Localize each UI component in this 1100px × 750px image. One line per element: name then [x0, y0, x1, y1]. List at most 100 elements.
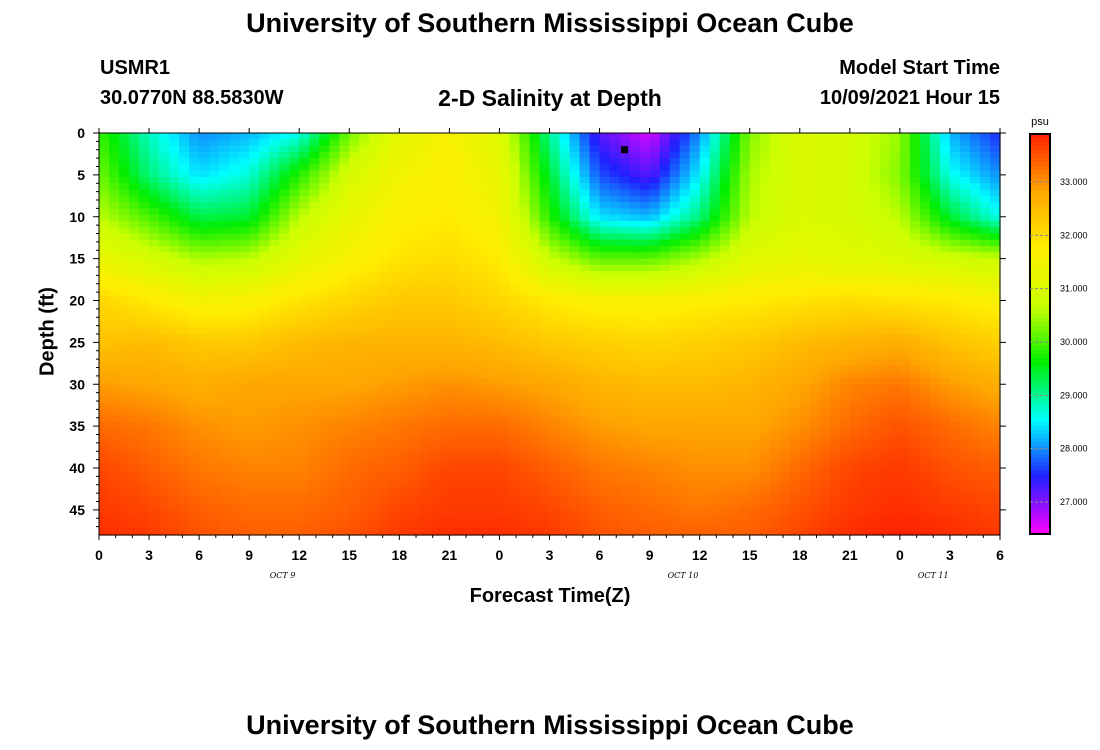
heatmap-cell	[209, 396, 220, 404]
heatmap-cell	[279, 214, 290, 222]
heatmap-cell	[519, 164, 531, 172]
heatmap-cell	[99, 428, 110, 436]
heatmap-cell	[559, 352, 571, 360]
heatmap-cell	[149, 151, 160, 159]
heatmap-cell	[289, 390, 300, 398]
heatmap-cell	[679, 440, 691, 448]
heatmap-cell	[219, 327, 230, 335]
heatmap-cell	[949, 308, 961, 316]
heatmap-cell	[99, 170, 110, 178]
heatmap-cell	[589, 264, 601, 272]
heatmap-cell	[469, 440, 481, 448]
heatmap-cell	[859, 434, 871, 442]
heatmap-cell	[219, 384, 230, 392]
heatmap-cell	[559, 440, 571, 448]
heatmap-cell	[909, 377, 921, 385]
heatmap-cell	[109, 396, 120, 404]
plot-title: 2-D Salinity at Depth	[438, 85, 662, 111]
heatmap-cell	[99, 296, 110, 304]
heatmap-cell	[859, 195, 871, 203]
heatmap-cell	[179, 447, 190, 454]
heatmap-cell	[719, 390, 731, 398]
heatmap-cell	[349, 283, 360, 291]
heatmap-cell	[949, 409, 961, 417]
heatmap-cell	[499, 403, 511, 410]
heatmap-cell	[599, 239, 611, 247]
heatmap-cell	[529, 164, 541, 172]
heatmap-cell	[709, 233, 721, 241]
heatmap-cell	[479, 396, 491, 404]
heatmap-cell	[539, 145, 551, 153]
heatmap-cell	[179, 214, 190, 222]
heatmap-cell	[349, 183, 360, 191]
heatmap-cell	[299, 151, 310, 159]
heatmap-cell	[979, 453, 991, 461]
heatmap-cell	[969, 283, 981, 291]
heatmap-cell	[889, 258, 901, 266]
heatmap-cell	[919, 233, 931, 241]
heatmap-cell	[329, 246, 340, 253]
heatmap-cell	[319, 271, 330, 279]
heatmap-cell	[629, 139, 641, 147]
heatmap-cell	[819, 334, 831, 341]
heatmap-cell	[479, 151, 491, 159]
heatmap-cell	[169, 208, 180, 216]
heatmap-cell	[569, 283, 581, 291]
heatmap-cell	[409, 208, 420, 216]
heatmap-cell	[209, 453, 220, 461]
heatmap-cell	[819, 346, 831, 354]
heatmap-cell	[569, 195, 581, 203]
heatmap-cell	[359, 195, 370, 203]
heatmap-cell	[139, 396, 150, 404]
heatmap-cell	[699, 170, 711, 178]
heatmap-cell	[979, 334, 991, 341]
heatmap-cell	[389, 296, 400, 304]
heatmap-cell	[439, 151, 450, 159]
heatmap-cell	[129, 239, 140, 247]
heatmap-cell	[109, 321, 120, 329]
heatmap-cell	[669, 465, 681, 473]
heatmap-cell	[659, 227, 671, 235]
heatmap-cell	[909, 183, 921, 191]
heatmap-cell	[889, 396, 901, 404]
heatmap-cell	[569, 189, 581, 197]
heatmap-cell	[649, 321, 661, 329]
heatmap-cell	[199, 176, 210, 184]
heatmap-cell	[739, 202, 751, 209]
heatmap-cell	[369, 170, 380, 178]
heatmap-cell	[359, 327, 370, 335]
heatmap-cell	[759, 183, 771, 191]
heatmap-cell	[219, 352, 230, 360]
heatmap-cell	[549, 176, 561, 184]
heatmap-cell	[309, 396, 320, 404]
heatmap-cell	[599, 371, 611, 379]
heatmap-cell	[919, 239, 931, 247]
heatmap-cell	[919, 151, 931, 159]
heatmap-cell	[669, 233, 681, 241]
heatmap-cell	[549, 421, 561, 429]
heatmap-cell	[499, 233, 511, 241]
heatmap-cell	[439, 371, 450, 379]
heatmap-cell	[549, 346, 561, 354]
heatmap-cell	[149, 214, 160, 222]
heatmap-cell	[969, 321, 981, 329]
heatmap-cell	[699, 352, 711, 360]
heatmap-cell	[449, 164, 460, 172]
heatmap-cell	[119, 271, 130, 279]
heatmap-cell	[209, 440, 220, 448]
heatmap-cell	[969, 459, 981, 467]
heatmap-cell	[209, 327, 220, 335]
heatmap-cell	[839, 214, 851, 222]
heatmap-cell	[589, 327, 601, 335]
heatmap-cell	[859, 145, 871, 153]
heatmap-cell	[839, 258, 851, 266]
heatmap-cell	[169, 390, 180, 398]
heatmap-cell	[699, 447, 711, 454]
heatmap-cell	[439, 139, 450, 147]
heatmap-cell	[229, 183, 240, 191]
heatmap-cell	[479, 352, 491, 360]
heatmap-cell	[899, 428, 911, 436]
heatmap-cell	[369, 409, 380, 417]
heatmap-cell	[129, 164, 140, 172]
heatmap-cell	[289, 214, 300, 222]
